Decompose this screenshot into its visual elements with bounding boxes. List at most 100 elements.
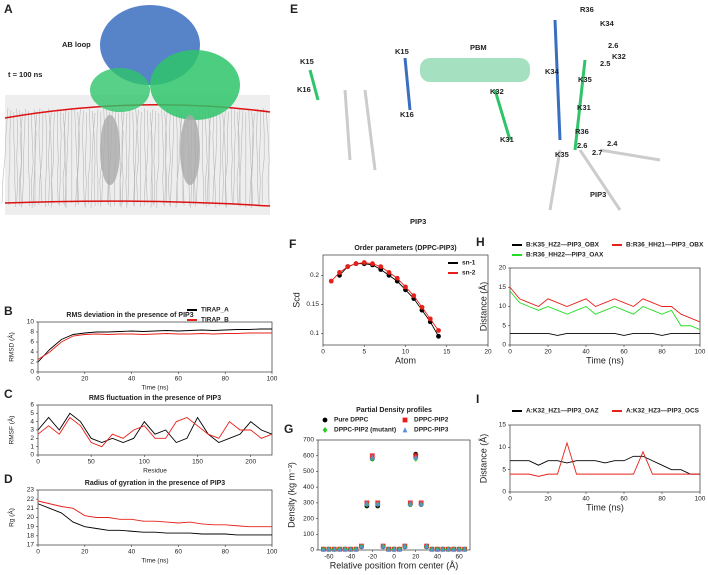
y-tick-label: 15 — [499, 422, 507, 429]
y-axis-label: Density (kg m⁻³) — [286, 462, 296, 528]
marker — [375, 500, 381, 507]
annotation: K31 — [500, 135, 514, 144]
panel-label: A — [4, 2, 13, 16]
residue-stick — [403, 57, 412, 111]
x-axis-label: Relative position from center (Å) — [330, 560, 459, 570]
y-tick-label: 15 — [499, 284, 507, 291]
lipid — [1, 107, 9, 204]
y-tick-label: 2 — [30, 359, 34, 366]
marker — [380, 543, 386, 549]
marker — [403, 284, 408, 290]
lipid — [119, 110, 125, 206]
legend-label: sn-1 — [462, 260, 476, 267]
x-tick-label: 20 — [81, 549, 89, 556]
annotation: K16 — [400, 110, 414, 119]
x-tick-label: 20 — [484, 349, 492, 356]
protein-domain — [150, 50, 240, 120]
x-axis-label: Time (ns) — [141, 385, 168, 392]
lipid — [156, 113, 160, 208]
lipid — [16, 108, 19, 204]
x-tick-label: 200 — [245, 459, 256, 466]
annotation: K16 — [297, 85, 311, 94]
chart-title: Radius of gyration in the presence of PI… — [85, 480, 226, 487]
residue-stick — [343, 89, 352, 161]
annotation: K31 — [577, 103, 591, 112]
lipid — [34, 111, 38, 207]
lipid — [58, 110, 62, 207]
marker — [364, 500, 370, 507]
lipid — [48, 110, 52, 206]
y-tick-label: 200 — [303, 515, 314, 522]
y-tick-label: 0 — [30, 369, 34, 376]
residue-stick — [363, 89, 377, 171]
series-line — [37, 328, 272, 363]
chart-title: Order parameters (DPPC-PIP3) — [354, 245, 456, 252]
marker — [322, 427, 328, 433]
lipids — [1, 107, 270, 209]
sticks — [308, 19, 661, 211]
panel-a-image — [1, 5, 271, 215]
lipid — [48, 108, 53, 204]
y-tick-label: 22 — [27, 496, 35, 503]
plot-frame — [37, 489, 273, 546]
x-tick-label: 40 — [128, 549, 136, 556]
x-tick-label: 100 — [139, 459, 150, 466]
panel-label: E — [290, 2, 298, 16]
x-tick-label: 80 — [222, 549, 230, 556]
x-tick-label: 10 — [402, 349, 410, 356]
protein-domain — [90, 68, 150, 112]
marker — [328, 278, 334, 284]
x-tick-label: 15 — [443, 349, 451, 356]
marker — [353, 261, 359, 267]
residue-stick — [573, 59, 587, 151]
lipid — [96, 109, 99, 205]
residue-stick — [308, 69, 320, 101]
y-tick-label: 10 — [27, 319, 35, 326]
lipid — [132, 111, 135, 207]
series-line — [37, 412, 273, 444]
annotation: R36 — [580, 5, 594, 14]
series-line — [37, 416, 273, 448]
x-tick-label: 0 — [36, 376, 40, 383]
y-tick-label: 19 — [27, 523, 35, 530]
marker — [397, 546, 402, 552]
panel-e-image — [308, 19, 661, 211]
lipid — [77, 108, 81, 204]
y-axis-label: Distance (Å) — [478, 434, 488, 484]
lipid — [8, 109, 12, 205]
x-tick-label: 0 — [36, 549, 40, 556]
marker — [424, 543, 429, 549]
annotation: PBM — [470, 43, 487, 52]
marker — [353, 546, 359, 552]
legend-label: DPPC-PIP2 — [414, 417, 449, 424]
y-tick-label: 100 — [303, 531, 314, 538]
annotation: K15 — [395, 47, 409, 56]
panel-label: H — [476, 235, 485, 249]
marker — [427, 316, 433, 322]
x-tick-label: 60 — [620, 496, 628, 503]
x-tick-label: 20 — [544, 349, 552, 356]
x-tick-label: 100 — [267, 549, 278, 556]
series-line — [509, 286, 701, 323]
helix — [420, 58, 530, 82]
marker — [370, 261, 375, 267]
y-tick-label: 1 — [30, 443, 34, 450]
x-tick-label: 60 — [620, 349, 628, 356]
x-tick-label: 0 — [508, 496, 512, 503]
x-tick-label: 40 — [582, 349, 590, 356]
marker — [345, 264, 351, 270]
lipid — [143, 110, 149, 206]
lipid — [222, 109, 226, 205]
panel-label: F — [289, 237, 296, 251]
annotation: K15 — [300, 57, 314, 66]
marker — [331, 546, 337, 552]
y-tick-label: 5 — [502, 322, 506, 329]
annotation: K35 — [555, 150, 569, 159]
lipid — [13, 112, 17, 208]
lipid — [144, 108, 148, 204]
marker — [419, 304, 425, 310]
lipid — [90, 112, 96, 209]
x-axis-label: Time (ns) — [586, 355, 624, 365]
lipid — [64, 111, 70, 207]
